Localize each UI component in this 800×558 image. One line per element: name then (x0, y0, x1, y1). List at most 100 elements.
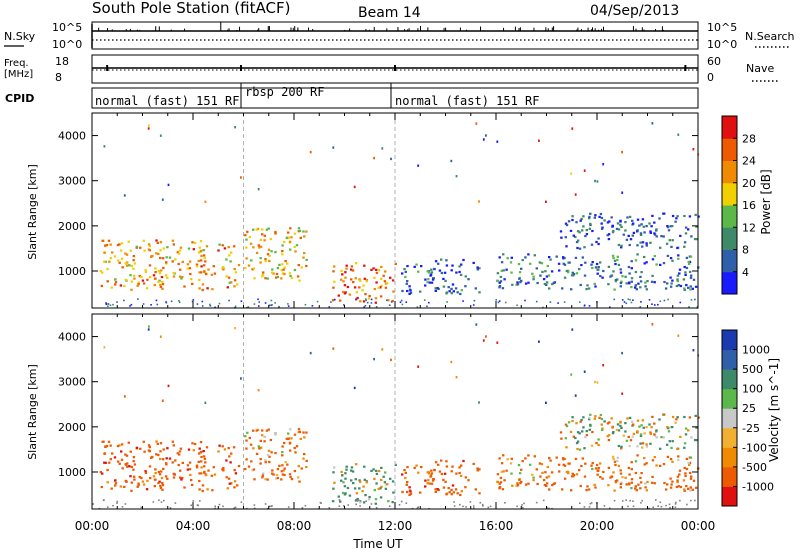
data-cell (676, 447, 679, 451)
data-cell (233, 480, 237, 483)
data-cell (293, 232, 297, 235)
data-cell (663, 212, 666, 215)
data-cell (109, 444, 112, 447)
data-cell (496, 272, 500, 275)
data-cell (559, 431, 563, 434)
colorbar-swatch (722, 369, 737, 390)
low-range-point (112, 504, 114, 507)
low-range-point (479, 502, 482, 504)
nsky-label: N.Sky (4, 30, 36, 43)
figure-title: South Pole Station (fitACF) (92, 0, 290, 17)
colorbar-tick-label: 4 (742, 266, 749, 279)
data-cell (539, 475, 542, 478)
data-cell (636, 430, 639, 433)
data-cell (676, 416, 679, 419)
data-cell (607, 466, 611, 469)
low-range-point (196, 504, 199, 506)
data-cell (352, 482, 355, 485)
colorbar-swatch (722, 116, 737, 139)
data-cell (634, 270, 638, 274)
low-range-point (588, 506, 591, 508)
data-cell (583, 246, 586, 249)
data-cell (582, 215, 585, 218)
data-cell (297, 465, 300, 468)
data-cell (225, 459, 228, 462)
data-cell (298, 279, 301, 282)
data-cell (630, 478, 634, 481)
data-cell (144, 471, 148, 474)
data-cell (576, 447, 579, 451)
data-cell (670, 446, 673, 449)
low-range-point (453, 505, 456, 507)
scatter-point (594, 179, 596, 183)
data-cell (630, 487, 633, 490)
data-cell (639, 241, 642, 244)
data-cell (359, 501, 362, 504)
data-cell (625, 483, 628, 486)
data-cell (684, 226, 688, 229)
data-cell (246, 230, 249, 233)
data-cell (293, 469, 297, 473)
data-cell (114, 281, 118, 284)
data-cell (675, 418, 678, 421)
data-cell (607, 439, 611, 442)
data-cell (564, 222, 568, 225)
data-cell (589, 423, 592, 426)
data-cell (685, 467, 689, 471)
low-range-point (609, 306, 611, 308)
data-cell (223, 247, 227, 250)
data-cell (420, 466, 423, 469)
data-cell (281, 253, 284, 256)
data-cell (258, 246, 261, 249)
data-cell (165, 261, 168, 264)
scatter-point (545, 401, 547, 404)
scatter-point (234, 327, 236, 330)
data-cell (227, 246, 230, 249)
low-range-point (287, 506, 290, 508)
scatter-point (234, 126, 236, 129)
data-cell (498, 457, 501, 460)
low-range-point (462, 505, 464, 508)
data-cell (345, 264, 348, 267)
low-range-point (674, 503, 677, 505)
data-cell (653, 255, 656, 258)
data-cell (677, 455, 680, 458)
data-cell (352, 281, 355, 284)
data-cell (582, 416, 585, 419)
data-cell (126, 261, 129, 264)
nsky-right-tick-top: 10^5 (707, 21, 737, 34)
data-cell (197, 259, 200, 262)
data-cell (527, 482, 530, 485)
data-cell (683, 288, 686, 291)
data-cell (192, 449, 195, 452)
data-cell (274, 433, 277, 436)
data-cell (545, 283, 548, 286)
data-cell (640, 424, 643, 427)
scatter-point (103, 145, 106, 148)
data-cell (174, 459, 177, 462)
data-cell (118, 462, 121, 465)
data-cell (595, 441, 598, 445)
low-range-point (549, 301, 552, 303)
data-cell (576, 440, 580, 443)
data-cell (655, 228, 658, 231)
data-cell (535, 267, 538, 270)
nsky-left-tick-top: 10^5 (52, 21, 82, 34)
data-cell (147, 248, 151, 251)
low-range-point (209, 303, 211, 306)
data-cell (255, 429, 258, 432)
data-cell (628, 215, 632, 218)
low-range-point (589, 502, 592, 505)
data-cell (628, 483, 631, 486)
data-cell (611, 432, 615, 435)
data-cell (162, 467, 165, 470)
data-cell (659, 246, 662, 249)
data-cell (305, 459, 308, 462)
data-cell (655, 464, 658, 467)
data-cell (434, 490, 437, 493)
data-cell (666, 483, 669, 486)
data-cell (225, 258, 228, 261)
data-cell (178, 252, 181, 255)
data-cell (144, 269, 147, 272)
scatter-point (621, 191, 624, 194)
